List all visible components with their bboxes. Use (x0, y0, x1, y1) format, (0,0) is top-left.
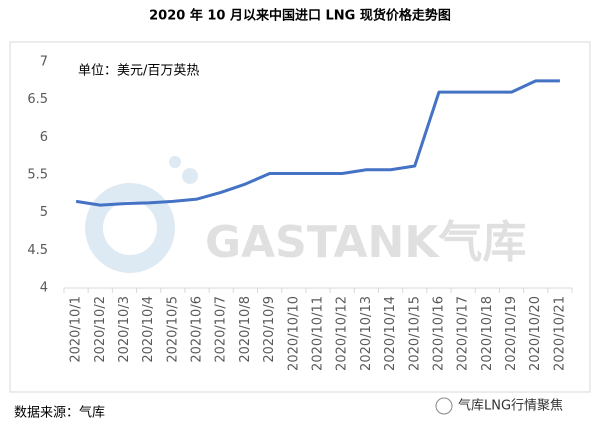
footer-brand: 气库LNG行情聚焦 (458, 398, 563, 414)
y-tick-label: 4 (40, 281, 48, 296)
brand-icon (435, 397, 453, 415)
y-tick-label: 5 (40, 205, 48, 220)
x-tick-label: 2020/10/15 (407, 296, 422, 371)
unit-note: 单位：美元/百万英热 (78, 64, 199, 79)
x-tick-label: 2020/10/21 (552, 296, 567, 371)
x-tick-label: 2020/10/16 (431, 296, 446, 371)
x-tick-label: 2020/10/11 (311, 296, 326, 371)
x-tick-label: 2020/10/17 (456, 296, 471, 371)
y-tick-label: 6.5 (27, 92, 48, 107)
x-tick-label: 2020/10/2 (93, 296, 108, 363)
y-tick-label: 4.5 (27, 243, 48, 258)
x-tick-label: 2020/10/18 (480, 296, 495, 371)
chart-title: 2020 年 10 月以来中国进口 LNG 现货价格走势图 (149, 8, 451, 24)
source: 数据来源：气库 (14, 405, 105, 421)
x-tick-label: 2020/10/3 (117, 296, 132, 363)
watermark: GASTANK气库 (205, 217, 526, 268)
x-tick-label: 2020/10/9 (262, 296, 277, 363)
x-tick-label: 2020/10/19 (504, 296, 519, 371)
y-tick-label: 5.5 (27, 168, 48, 183)
x-tick-label: 2020/10/13 (359, 296, 374, 371)
line (75, 79, 560, 207)
x-tick-label: 2020/10/4 (141, 296, 156, 363)
x-tick-label: 2020/10/7 (214, 296, 229, 363)
x-tick-label: 2020/10/20 (528, 296, 543, 371)
watermark-logo (85, 156, 198, 273)
x-tick-label: 2020/10/1 (69, 296, 84, 363)
x-tick-label: 2020/10/12 (335, 296, 350, 371)
x-tick-label: 2020/10/10 (286, 296, 301, 371)
x-tick-label: 2020/10/5 (165, 296, 180, 363)
y-tick-label: 6 (40, 130, 48, 145)
chart-frame (9, 41, 591, 393)
x-tick-label: 2020/10/8 (238, 296, 253, 363)
y-tick-label: 7 (40, 55, 48, 70)
x-tick-label: 2020/10/6 (190, 296, 205, 363)
x-tick-label: 2020/10/14 (383, 296, 398, 371)
